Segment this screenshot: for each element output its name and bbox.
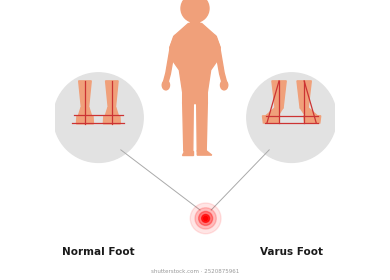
Circle shape	[181, 0, 209, 22]
Ellipse shape	[162, 80, 170, 90]
Circle shape	[190, 203, 221, 234]
Polygon shape	[78, 108, 92, 118]
Polygon shape	[304, 116, 321, 123]
Polygon shape	[170, 24, 220, 104]
Polygon shape	[183, 102, 193, 151]
Polygon shape	[79, 81, 91, 108]
Polygon shape	[103, 117, 121, 124]
Ellipse shape	[220, 80, 228, 90]
Polygon shape	[182, 151, 193, 155]
Text: Normal Foot: Normal Foot	[62, 247, 135, 257]
Circle shape	[199, 211, 213, 225]
Polygon shape	[211, 35, 226, 82]
Polygon shape	[272, 81, 286, 108]
Polygon shape	[300, 108, 319, 117]
Polygon shape	[190, 22, 200, 24]
Polygon shape	[297, 81, 311, 108]
Circle shape	[247, 73, 337, 162]
Polygon shape	[262, 116, 280, 123]
Circle shape	[195, 208, 216, 229]
Polygon shape	[197, 151, 212, 155]
Polygon shape	[164, 35, 179, 82]
Polygon shape	[265, 108, 283, 117]
Text: shutterstock.com · 2520875961: shutterstock.com · 2520875961	[151, 269, 239, 274]
Polygon shape	[197, 102, 207, 151]
Circle shape	[202, 214, 209, 222]
Ellipse shape	[308, 114, 313, 121]
Polygon shape	[76, 117, 94, 124]
Text: Varus Foot: Varus Foot	[260, 247, 323, 257]
Circle shape	[204, 216, 207, 220]
Polygon shape	[106, 81, 118, 108]
Ellipse shape	[270, 114, 275, 121]
Polygon shape	[105, 108, 119, 118]
Circle shape	[53, 73, 143, 162]
